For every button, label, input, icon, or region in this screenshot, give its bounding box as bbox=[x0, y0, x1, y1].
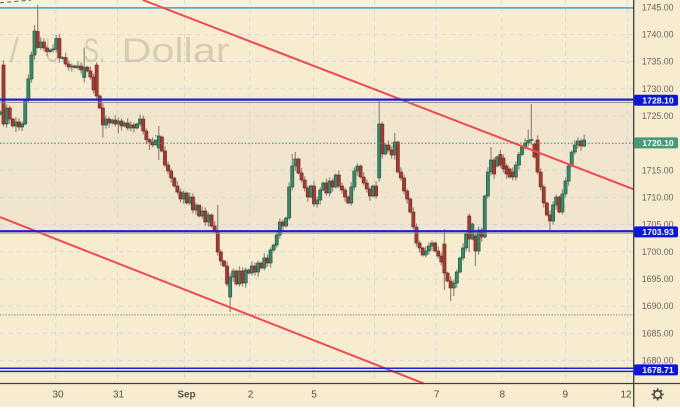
svg-text:1690.00: 1690.00 bbox=[642, 301, 674, 311]
svg-text:8: 8 bbox=[500, 389, 506, 400]
svg-text:1740.00: 1740.00 bbox=[642, 30, 674, 40]
svg-text:1715.00: 1715.00 bbox=[642, 165, 674, 175]
svg-text:1725.00: 1725.00 bbox=[642, 111, 674, 121]
svg-text:Sep: Sep bbox=[177, 389, 195, 400]
svg-text:1710.00: 1710.00 bbox=[642, 193, 674, 203]
svg-text:1730.00: 1730.00 bbox=[642, 84, 674, 94]
svg-text:1685.00: 1685.00 bbox=[642, 328, 674, 338]
svg-text:/: / bbox=[10, 32, 20, 70]
svg-text:1720.10: 1720.10 bbox=[642, 138, 674, 148]
svg-text:12: 12 bbox=[620, 389, 632, 400]
svg-text:S.: S. bbox=[84, 32, 106, 70]
svg-text:Dollar: Dollar bbox=[122, 32, 230, 70]
svg-text:30: 30 bbox=[52, 389, 64, 400]
svg-text:1700.00: 1700.00 bbox=[642, 247, 674, 257]
svg-text:1745.00: 1745.00 bbox=[642, 2, 674, 12]
svg-text:1705.00: 1705.00 bbox=[642, 220, 674, 230]
svg-text:1735.00: 1735.00 bbox=[642, 57, 674, 67]
svg-text:1703.93: 1703.93 bbox=[642, 227, 674, 237]
svg-text:9: 9 bbox=[563, 389, 569, 400]
svg-text:1695.00: 1695.00 bbox=[642, 274, 674, 284]
svg-text:1678.71: 1678.71 bbox=[642, 365, 674, 375]
svg-text:2: 2 bbox=[248, 389, 254, 400]
svg-text:31: 31 bbox=[113, 389, 125, 400]
svg-text:1680.00: 1680.00 bbox=[642, 355, 674, 365]
svg-text:7: 7 bbox=[434, 389, 440, 400]
svg-text:5: 5 bbox=[311, 389, 317, 400]
svg-text:1728.10: 1728.10 bbox=[642, 96, 674, 106]
